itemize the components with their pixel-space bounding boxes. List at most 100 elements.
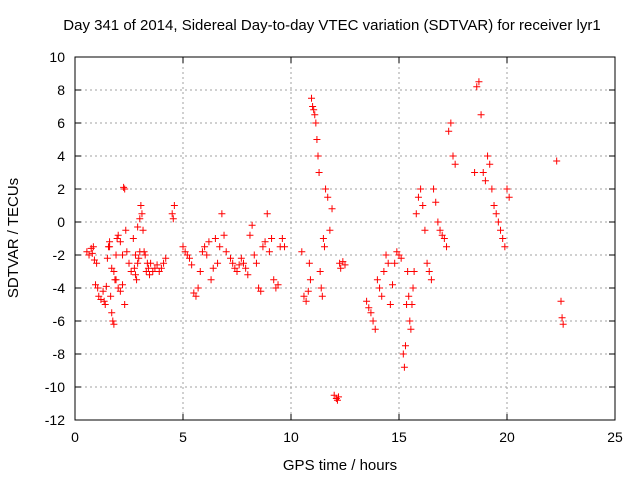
data-point-199 [475, 78, 483, 86]
data-point-46 [130, 264, 138, 272]
data-point-86 [209, 264, 217, 272]
data-point-189 [436, 226, 444, 234]
data-point-192 [443, 243, 451, 251]
data-point-85 [207, 276, 215, 284]
data-point-93 [227, 254, 235, 262]
tick-layer: 0 5 10 15 20 25 -12 -10 -8 -6 -4 -2 0 2 4 6 8 10 [45, 49, 623, 445]
data-point-25 [114, 231, 122, 239]
data-point-188 [434, 218, 442, 226]
data-point-205 [488, 185, 496, 193]
data-point-34 [116, 238, 124, 246]
data-point-36 [120, 183, 128, 191]
x-tick-label-1: 5 [179, 429, 187, 445]
data-point-152 [367, 309, 375, 317]
data-point-211 [501, 243, 509, 251]
data-point-12 [100, 297, 108, 305]
data-point-158 [380, 268, 388, 275]
data-point-147 [337, 264, 345, 272]
data-point-130 [313, 136, 321, 143]
data-point-26 [106, 243, 114, 251]
y-tick-label-9: 6 [57, 115, 65, 131]
data-point-10 [97, 296, 105, 304]
data-point-178 [412, 210, 420, 218]
data-point-24 [113, 235, 121, 242]
y-tick-label-10: 8 [57, 82, 65, 98]
data-point-154 [371, 325, 379, 333]
data-point-129 [312, 119, 320, 127]
data-point-21 [110, 320, 118, 328]
data-point-162 [389, 281, 397, 289]
data-point-184 [425, 268, 433, 275]
data-point-204 [486, 160, 494, 168]
data-point-193 [445, 127, 453, 135]
data-point-5 [94, 284, 102, 292]
data-point-179 [414, 193, 422, 201]
data-point-3 [89, 243, 97, 251]
data-point-76 [188, 261, 196, 269]
data-point-171 [404, 268, 412, 275]
data-point-176 [409, 284, 417, 292]
data-point-110 [263, 210, 271, 218]
data-layer [83, 78, 567, 404]
data-point-212 [503, 185, 511, 193]
data-point-194 [447, 119, 455, 127]
data-point-84 [205, 238, 213, 246]
data-point-132 [315, 169, 323, 176]
data-point-89 [216, 243, 224, 251]
data-point-203 [484, 152, 492, 160]
data-point-31 [116, 287, 124, 295]
data-point-109 [261, 238, 269, 246]
data-point-187 [432, 198, 440, 206]
data-point-43 [131, 251, 139, 259]
data-point-144 [333, 396, 341, 404]
data-point-155 [373, 276, 381, 284]
data-point-124 [306, 276, 314, 284]
data-point-79 [194, 284, 202, 292]
data-point-160 [384, 259, 392, 267]
y-tick-label-7: 2 [57, 181, 65, 197]
data-point-83 [203, 251, 211, 259]
data-point-23 [112, 251, 120, 259]
data-point-201 [479, 169, 487, 176]
data-point-186 [430, 185, 438, 193]
data-point-140 [326, 226, 334, 234]
data-point-78 [192, 292, 200, 300]
data-point-61 [147, 259, 155, 267]
data-point-97 [235, 261, 243, 269]
data-point-49 [134, 259, 142, 267]
data-point-145 [335, 393, 343, 401]
data-point-92 [222, 248, 230, 256]
y-tick-label-1: -10 [45, 379, 65, 395]
data-point-202 [481, 177, 489, 185]
data-point-81 [198, 248, 206, 256]
x-tick-label-0: 0 [71, 429, 79, 445]
data-point-209 [497, 226, 505, 234]
x-tick-label-2: 10 [283, 429, 299, 445]
data-point-137 [320, 243, 328, 251]
data-point-33 [121, 301, 129, 308]
data-point-56 [141, 251, 149, 259]
data-point-20 [109, 317, 117, 325]
data-point-181 [419, 202, 427, 209]
data-point-6 [88, 249, 96, 257]
data-point-45 [136, 215, 144, 223]
x-tick-label-3: 15 [391, 429, 407, 445]
y-tick-label-5: -2 [53, 247, 66, 263]
data-point-37 [121, 185, 129, 193]
data-point-120 [300, 292, 308, 300]
data-point-174 [407, 325, 415, 333]
data-point-121 [302, 297, 310, 305]
y-axis-label: SDTVAR / TECUs [5, 178, 22, 298]
data-point-214 [553, 157, 561, 165]
data-point-153 [369, 317, 377, 325]
data-point-52 [137, 202, 145, 209]
data-point-138 [322, 185, 330, 193]
data-point-70 [169, 215, 177, 223]
data-point-161 [386, 301, 394, 308]
data-point-105 [252, 259, 260, 267]
y-tick-label-2: -8 [53, 346, 66, 362]
data-point-135 [318, 292, 326, 300]
y-tick-label-3: -6 [53, 313, 66, 329]
